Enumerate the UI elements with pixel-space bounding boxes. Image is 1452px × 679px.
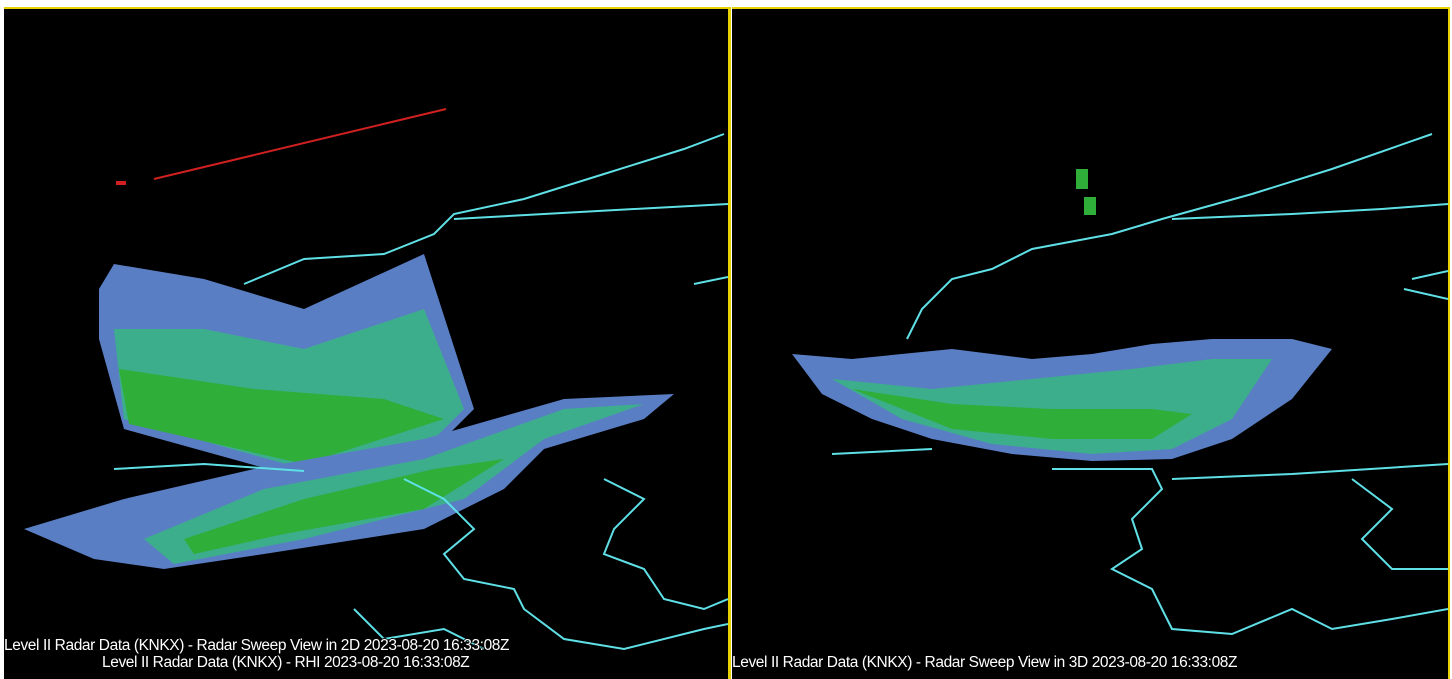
coastline — [453, 203, 728, 220]
divider — [728, 7, 731, 679]
rhi-line — [153, 108, 447, 180]
coastline — [602, 478, 728, 611]
sweep-echo — [184, 459, 504, 554]
caption: Level II Radar Data (KNKX) - RHI 2023-08… — [102, 654, 470, 671]
coastline — [1171, 463, 1448, 570]
left-panel: Level II Radar Data (KNKX) - Radar Sweep… — [4, 7, 728, 679]
caption: Level II Radar Data (KNKX) - Radar Sweep… — [4, 637, 510, 654]
echo — [1084, 197, 1096, 215]
coastline — [243, 133, 725, 285]
coastline — [1403, 270, 1448, 300]
sweep-echo — [852, 389, 1192, 439]
coastline — [353, 608, 485, 650]
coastline — [831, 448, 1448, 636]
echo — [1076, 169, 1088, 189]
rhi-curtain — [119, 369, 444, 464]
marker — [116, 181, 126, 185]
coastline — [693, 276, 728, 285]
coastline — [113, 462, 728, 651]
coastline — [1171, 203, 1448, 220]
right-radar-view — [792, 133, 1448, 636]
caption: Level II Radar Data (KNKX) - Radar Sweep… — [732, 654, 1238, 671]
left-radar-view — [24, 108, 728, 651]
right-panel: Level II Radar Data (KNKX) - Radar Sweep… — [732, 7, 1450, 679]
coastline — [906, 133, 1433, 340]
